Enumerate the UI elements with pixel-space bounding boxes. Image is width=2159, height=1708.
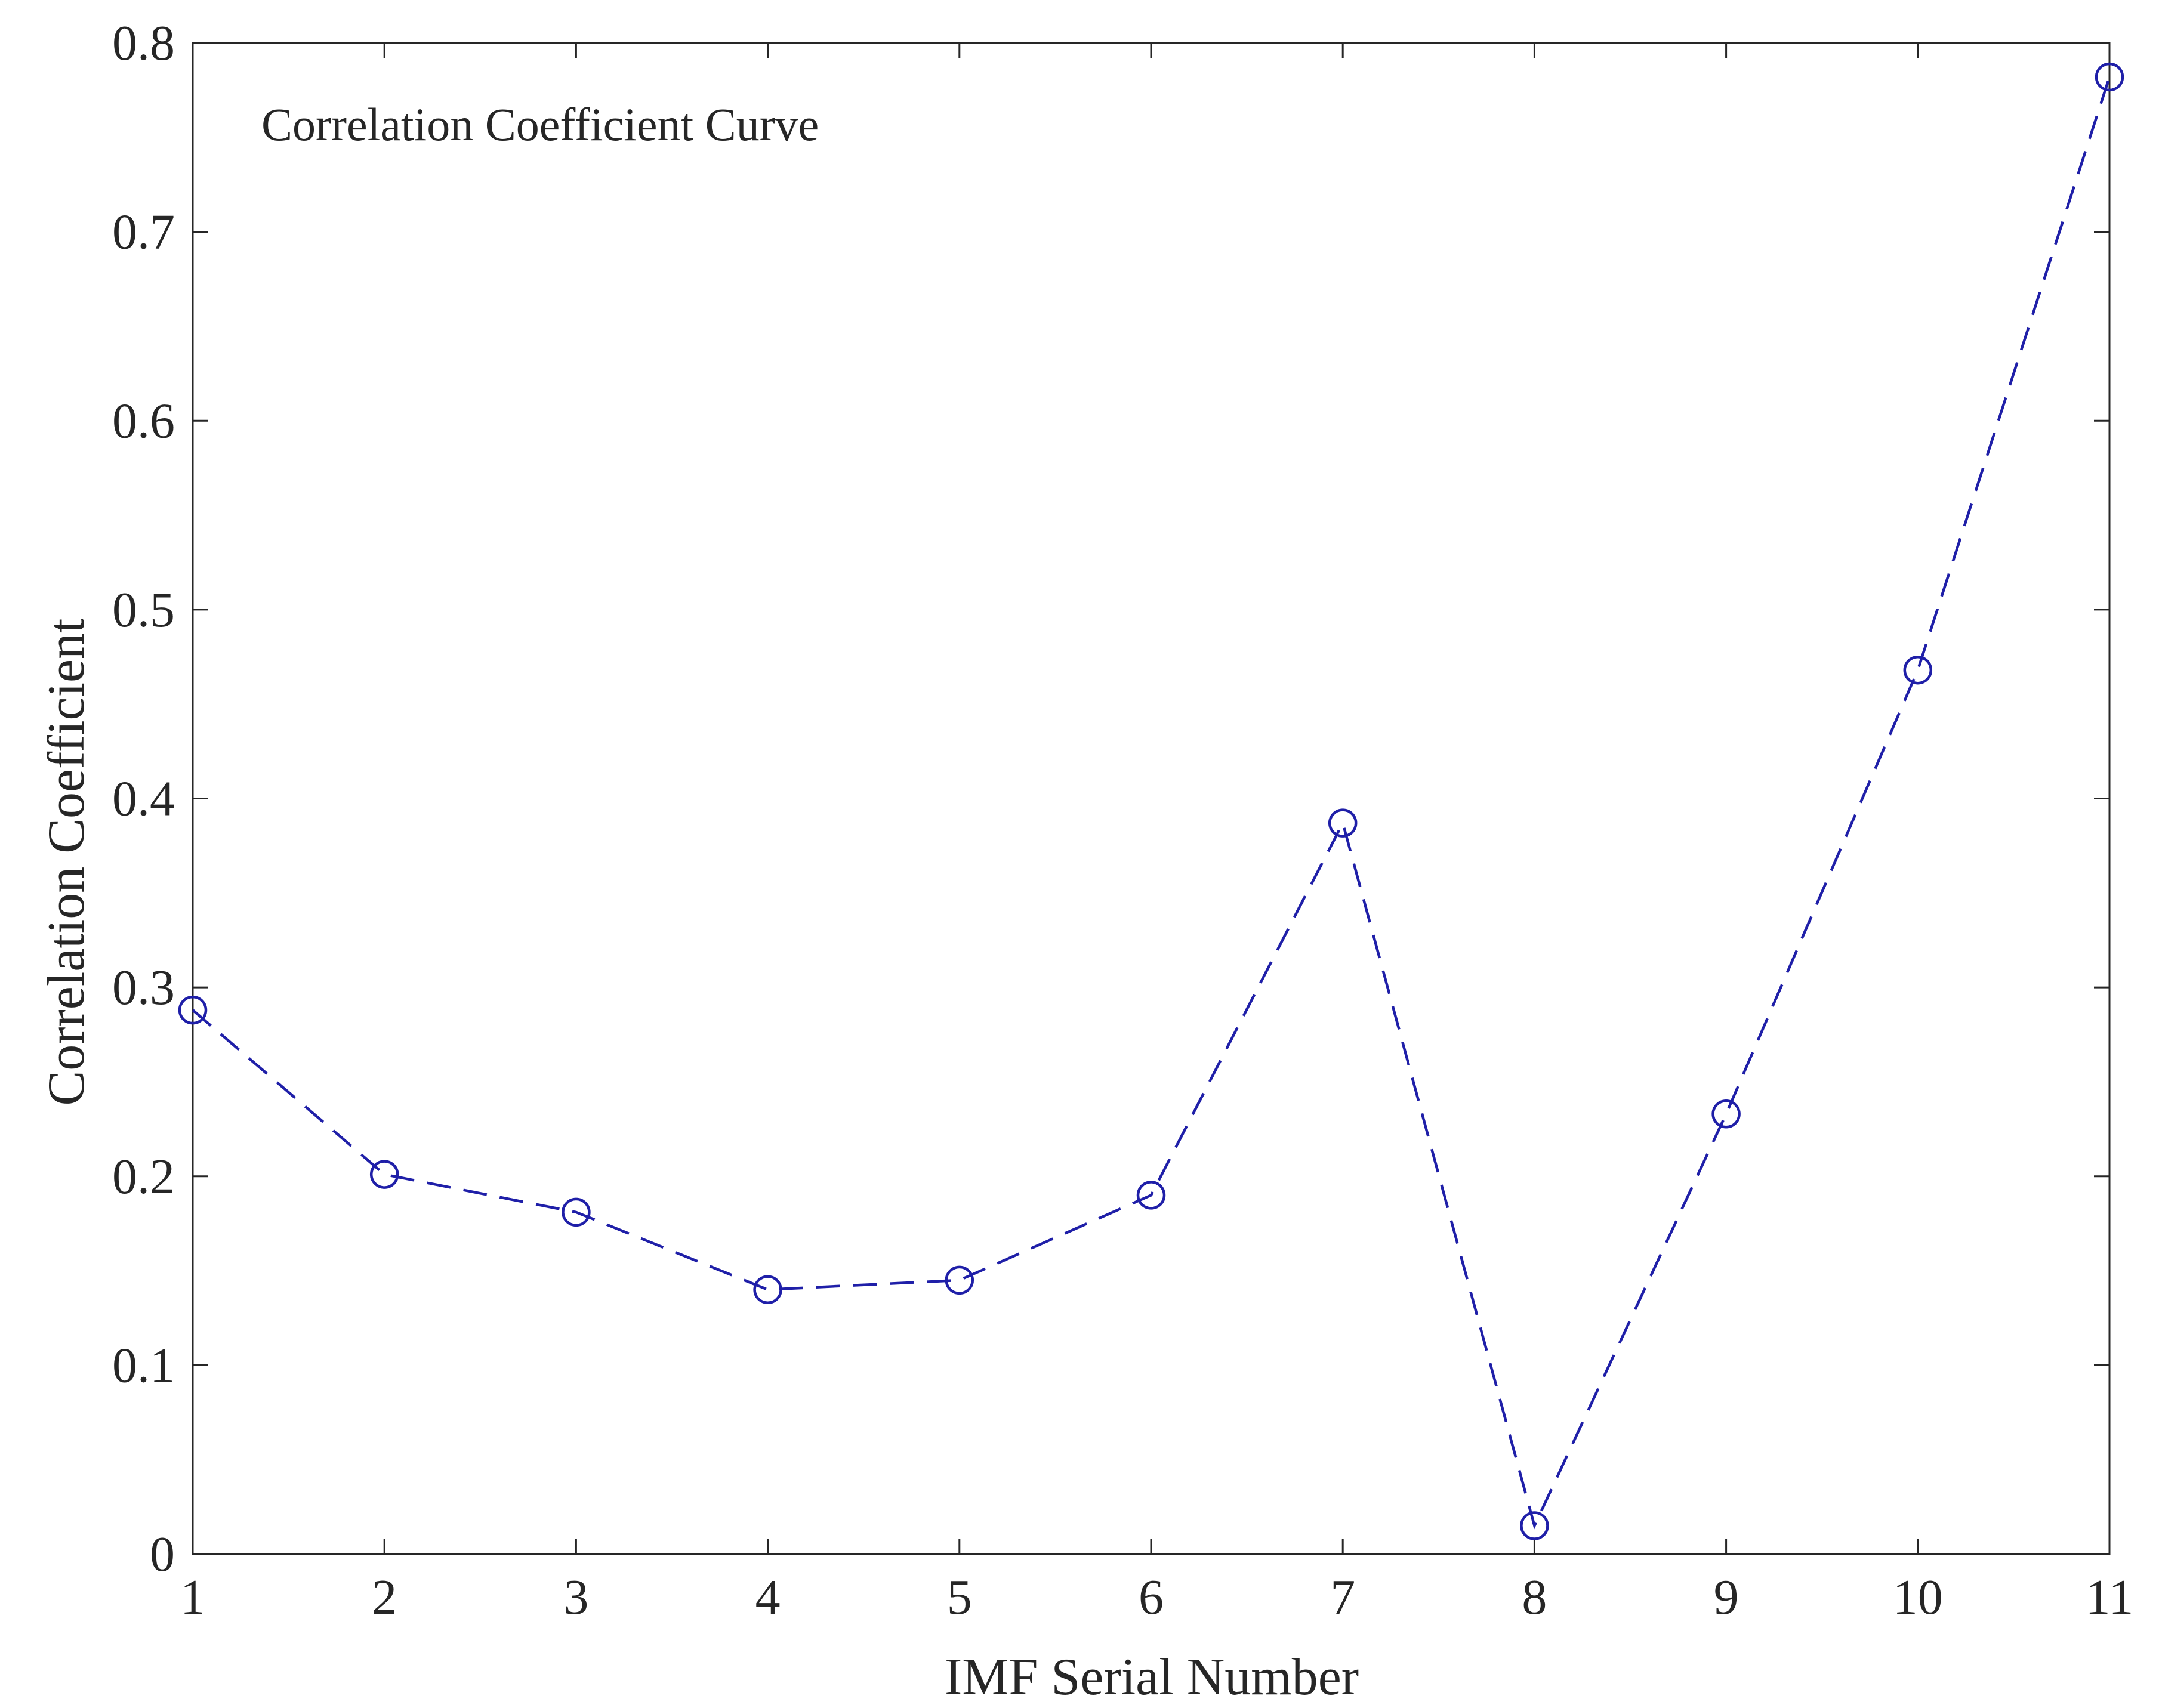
y-tick-label: 0.3: [112, 960, 175, 1015]
data-point: [1711, 1099, 1741, 1129]
data-point: [2095, 62, 2124, 92]
data-point: [1136, 1181, 1166, 1210]
y-tick-label: 0.7: [112, 205, 175, 260]
y-axis-label: Correlation Coefficient: [38, 618, 95, 1105]
y-tick-label: 0.2: [112, 1149, 175, 1204]
x-tick-label: 1: [180, 1570, 205, 1625]
x-tick-label: 10: [1893, 1570, 1943, 1625]
y-tick-label: 0.8: [112, 16, 175, 71]
series: [178, 62, 2124, 1540]
x-axis-label: IMF Serial Number: [945, 1648, 1359, 1706]
data-point: [369, 1160, 399, 1189]
data-point: [178, 995, 208, 1025]
x-tick-label: 8: [1522, 1570, 1547, 1625]
y-tick-label: 0.4: [112, 771, 175, 827]
y-tick-label: 0: [150, 1527, 175, 1582]
axes: [192, 42, 2111, 1555]
data-point: [1903, 655, 1933, 685]
plot-frame: [192, 42, 2111, 1555]
data-point: [753, 1275, 782, 1304]
x-tick-label: 2: [372, 1570, 397, 1625]
x-tick-label: 5: [947, 1570, 972, 1625]
chart-title: Correlation Coefficient Curve: [261, 98, 819, 150]
x-tick-label: 3: [563, 1570, 588, 1625]
y-tick-label: 0.1: [112, 1338, 175, 1393]
y-tick-label: 0.6: [112, 393, 175, 449]
series-line: [192, 76, 2111, 1530]
x-tick-label: 6: [1139, 1570, 1164, 1625]
data-point: [945, 1265, 974, 1295]
x-tick-label: 4: [755, 1570, 781, 1625]
data-point: [1520, 1511, 1549, 1540]
x-tick-label: 7: [1330, 1570, 1355, 1625]
x-tick-label: 11: [2086, 1570, 2134, 1625]
ticks: 1 2 3 4 5 6 7 8 9 10 11 0 0.1 0.2 0.3 0.4 0.5 0.6 0.7 0.8: [112, 16, 2133, 1625]
y-tick-label: 0.5: [112, 582, 175, 638]
x-tick-label: 9: [1714, 1570, 1739, 1625]
data-point: [1328, 808, 1358, 838]
data-point: [562, 1197, 591, 1227]
